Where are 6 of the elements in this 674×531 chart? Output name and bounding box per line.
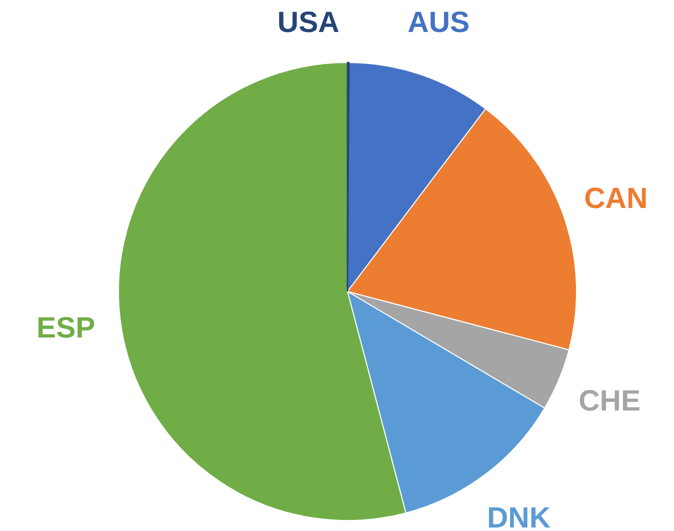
slice-label: USA [277, 6, 340, 39]
slice-label: ESP [36, 311, 96, 344]
slice-label: AUS [408, 6, 470, 40]
slice-label: CAN [584, 182, 648, 216]
slice-label: CHE [578, 384, 640, 418]
slice-label: DNK [486, 502, 551, 531]
